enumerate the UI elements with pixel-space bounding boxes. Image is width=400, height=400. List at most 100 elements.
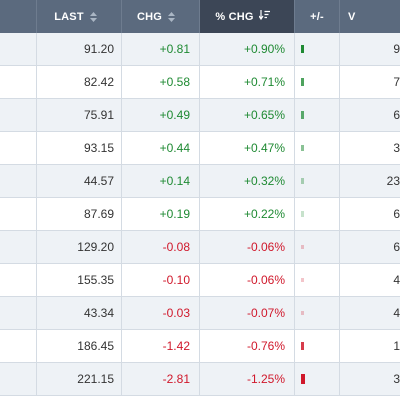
change-bar [301, 374, 305, 384]
change-bar-cell [294, 66, 339, 98]
change-bar [301, 178, 304, 184]
header-chg-label: CHG [136, 10, 163, 23]
table-row[interactable]: 87.69 +0.19 +0.22% 6 [0, 198, 400, 231]
volume-value: 3 [393, 372, 400, 386]
header-volume[interactable]: V [339, 0, 400, 33]
volume-cell: 3 [339, 132, 400, 164]
symbol-cell[interactable] [0, 198, 36, 230]
percent-change-cell: -1.25% [199, 363, 294, 395]
change-cell: -1.42 [121, 330, 199, 362]
change-bar-cell [294, 264, 339, 296]
percent-change-cell: +0.65% [199, 99, 294, 131]
table-row[interactable]: 82.42 +0.58 +0.71% 7 [0, 66, 400, 99]
last-price-cell: 186.45 [36, 330, 121, 362]
symbol-cell[interactable] [0, 231, 36, 263]
table-row[interactable]: 75.91 +0.49 +0.65% 6 [0, 99, 400, 132]
symbol-cell[interactable] [0, 297, 36, 329]
percent-change-cell: +0.71% [199, 66, 294, 98]
header-volume-label: V [348, 10, 356, 23]
table-row[interactable]: 91.20 +0.81 +0.90% 9 [0, 33, 400, 66]
symbol-cell[interactable] [0, 165, 36, 197]
change-cell: +0.14 [121, 165, 199, 197]
volume-cell: 3 [339, 363, 400, 395]
change-cell: +0.44 [121, 132, 199, 164]
change-bar-cell [294, 33, 339, 65]
volume-value: 4 [393, 273, 400, 287]
percent-change-cell: +0.32% [199, 165, 294, 197]
volume-value: 3 [393, 141, 400, 155]
change-bar-cell [294, 363, 339, 395]
change-bar [301, 310, 304, 316]
header-chg[interactable]: CHG [121, 0, 199, 33]
last-price-cell: 155.35 [36, 264, 121, 296]
volume-value: 4 [393, 306, 400, 320]
change-cell: +0.19 [121, 198, 199, 230]
volume-value: 23 [386, 174, 400, 188]
last-price-cell: 221.15 [36, 363, 121, 395]
table-row[interactable]: 155.35 -0.10 -0.06% 4 [0, 264, 400, 297]
header-plus-minus-label: +/- [310, 10, 324, 23]
table-row[interactable]: 93.15 +0.44 +0.47% 3 [0, 132, 400, 165]
percent-change-cell: -0.07% [199, 297, 294, 329]
change-bar [301, 277, 304, 283]
volume-cell: 6 [339, 99, 400, 131]
volume-cell: 6 [339, 231, 400, 263]
last-price-cell: 87.69 [36, 198, 121, 230]
table-row[interactable]: 129.20 -0.08 -0.06% 6 [0, 231, 400, 264]
change-bar [301, 44, 304, 54]
change-bar-cell [294, 330, 339, 362]
change-cell: -0.08 [121, 231, 199, 263]
last-price-cell: 91.20 [36, 33, 121, 65]
change-bar [301, 342, 304, 350]
symbol-cell[interactable] [0, 99, 36, 131]
change-cell: +0.58 [121, 66, 199, 98]
table-row[interactable]: 186.45 -1.42 -0.76% 1 [0, 330, 400, 363]
header-last-label: LAST [54, 10, 84, 23]
symbol-cell[interactable] [0, 66, 36, 98]
last-price-cell: 75.91 [36, 99, 121, 131]
table-row[interactable]: 43.34 -0.03 -0.07% 4 [0, 297, 400, 330]
percent-change-cell: +0.90% [199, 33, 294, 65]
last-price-cell: 93.15 [36, 132, 121, 164]
sort-descending-icon [258, 9, 270, 24]
change-cell: -0.03 [121, 297, 199, 329]
symbol-cell[interactable] [0, 330, 36, 362]
last-price-cell: 129.20 [36, 231, 121, 263]
symbol-cell[interactable] [0, 33, 36, 65]
change-bar [301, 144, 304, 152]
symbol-cell[interactable] [0, 363, 36, 395]
symbol-cell[interactable] [0, 132, 36, 164]
change-bar-cell [294, 99, 339, 131]
volume-value: 6 [393, 108, 400, 122]
percent-change-cell: +0.47% [199, 132, 294, 164]
change-cell: -0.10 [121, 264, 199, 296]
last-price-cell: 43.34 [36, 297, 121, 329]
change-cell: -2.81 [121, 363, 199, 395]
symbol-cell[interactable] [0, 264, 36, 296]
sort-icon [168, 11, 176, 22]
volume-cell: 7 [339, 66, 400, 98]
change-bar-cell [294, 132, 339, 164]
header-plus-minus[interactable]: +/- [294, 0, 339, 33]
change-bar [301, 111, 304, 119]
volume-cell: 23 [339, 165, 400, 197]
volume-cell: 9 [339, 33, 400, 65]
change-cell: +0.49 [121, 99, 199, 131]
change-bar-cell [294, 165, 339, 197]
header-last[interactable]: LAST [36, 0, 121, 33]
last-price-cell: 82.42 [36, 66, 121, 98]
percent-change-cell: -0.06% [199, 264, 294, 296]
change-bar-cell [294, 198, 339, 230]
header-pct-chg[interactable]: % CHG [199, 0, 294, 33]
last-price-cell: 44.57 [36, 165, 121, 197]
header-symbol-column[interactable] [0, 0, 36, 33]
volume-cell: 4 [339, 297, 400, 329]
volume-value: 6 [393, 240, 400, 254]
volume-value: 6 [393, 207, 400, 221]
table-row[interactable]: 221.15 -2.81 -1.25% 3 [0, 363, 400, 396]
change-bar [301, 211, 304, 217]
volume-value: 1 [393, 339, 400, 353]
table-row[interactable]: 44.57 +0.14 +0.32% 23 [0, 165, 400, 198]
volume-cell: 6 [339, 198, 400, 230]
